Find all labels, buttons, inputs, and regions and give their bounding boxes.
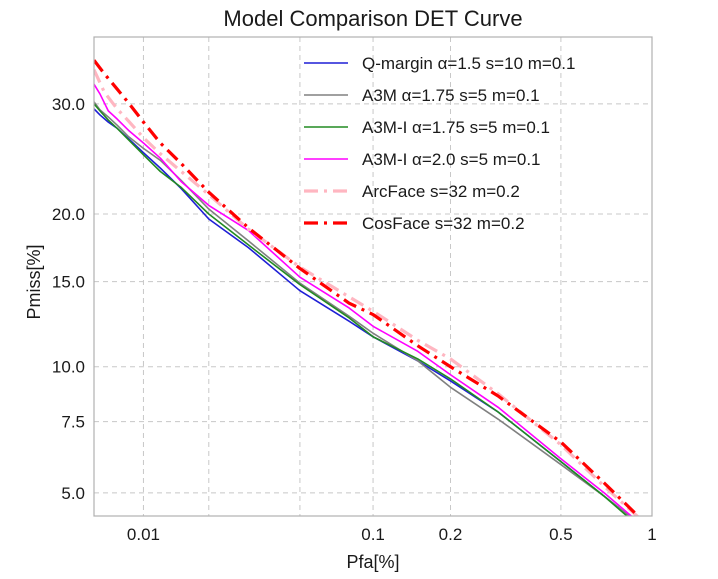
grid-lines <box>94 37 652 516</box>
x-tick-label: 0.01 <box>127 525 160 544</box>
legend-label-3: A3M-I α=1.75 s=5 m=0.1 <box>362 118 550 137</box>
y-tick-label: 20.0 <box>52 205 85 224</box>
y-tick-label: 15.0 <box>52 273 85 292</box>
y-tick-label: 30.0 <box>52 95 85 114</box>
legend: Q-margin α=1.5 s=10 m=0.1 A3M α=1.75 s=5 … <box>304 54 575 233</box>
y-axis-label: Pmiss[%] <box>24 244 44 319</box>
legend-label-5: ArcFace s=32 m=0.2 <box>362 182 520 201</box>
y-tick-label: 10.0 <box>52 358 85 377</box>
series-lines <box>94 59 641 516</box>
series-line-6 <box>94 59 641 516</box>
chart-title: Model Comparison DET Curve <box>223 6 522 31</box>
series-line-3 <box>94 103 629 516</box>
x-tick-label: 0.2 <box>439 525 463 544</box>
legend-label-2: A3M α=1.75 s=5 m=0.1 <box>362 86 540 105</box>
legend-label-6: CosFace s=32 m=0.2 <box>362 214 525 233</box>
x-axis-label: Pfa[%] <box>346 552 399 572</box>
x-tick-label: 0.1 <box>361 525 385 544</box>
plot-frame <box>93 36 653 517</box>
series-line-5 <box>94 69 640 516</box>
tick-labels: 0.01 0.1 0.2 0.5 15.07.510.015.020.030.0 <box>52 95 657 544</box>
series-line-2 <box>94 101 631 516</box>
legend-label-1: Q-margin α=1.5 s=10 m=0.1 <box>362 54 575 73</box>
y-tick-label: 5.0 <box>61 484 85 503</box>
x-tick-label: 0.5 <box>549 525 573 544</box>
x-tick-label: 1 <box>647 525 656 544</box>
legend-label-4: A3M-I α=2.0 s=5 m=0.1 <box>362 150 541 169</box>
y-tick-label: 7.5 <box>61 413 85 432</box>
